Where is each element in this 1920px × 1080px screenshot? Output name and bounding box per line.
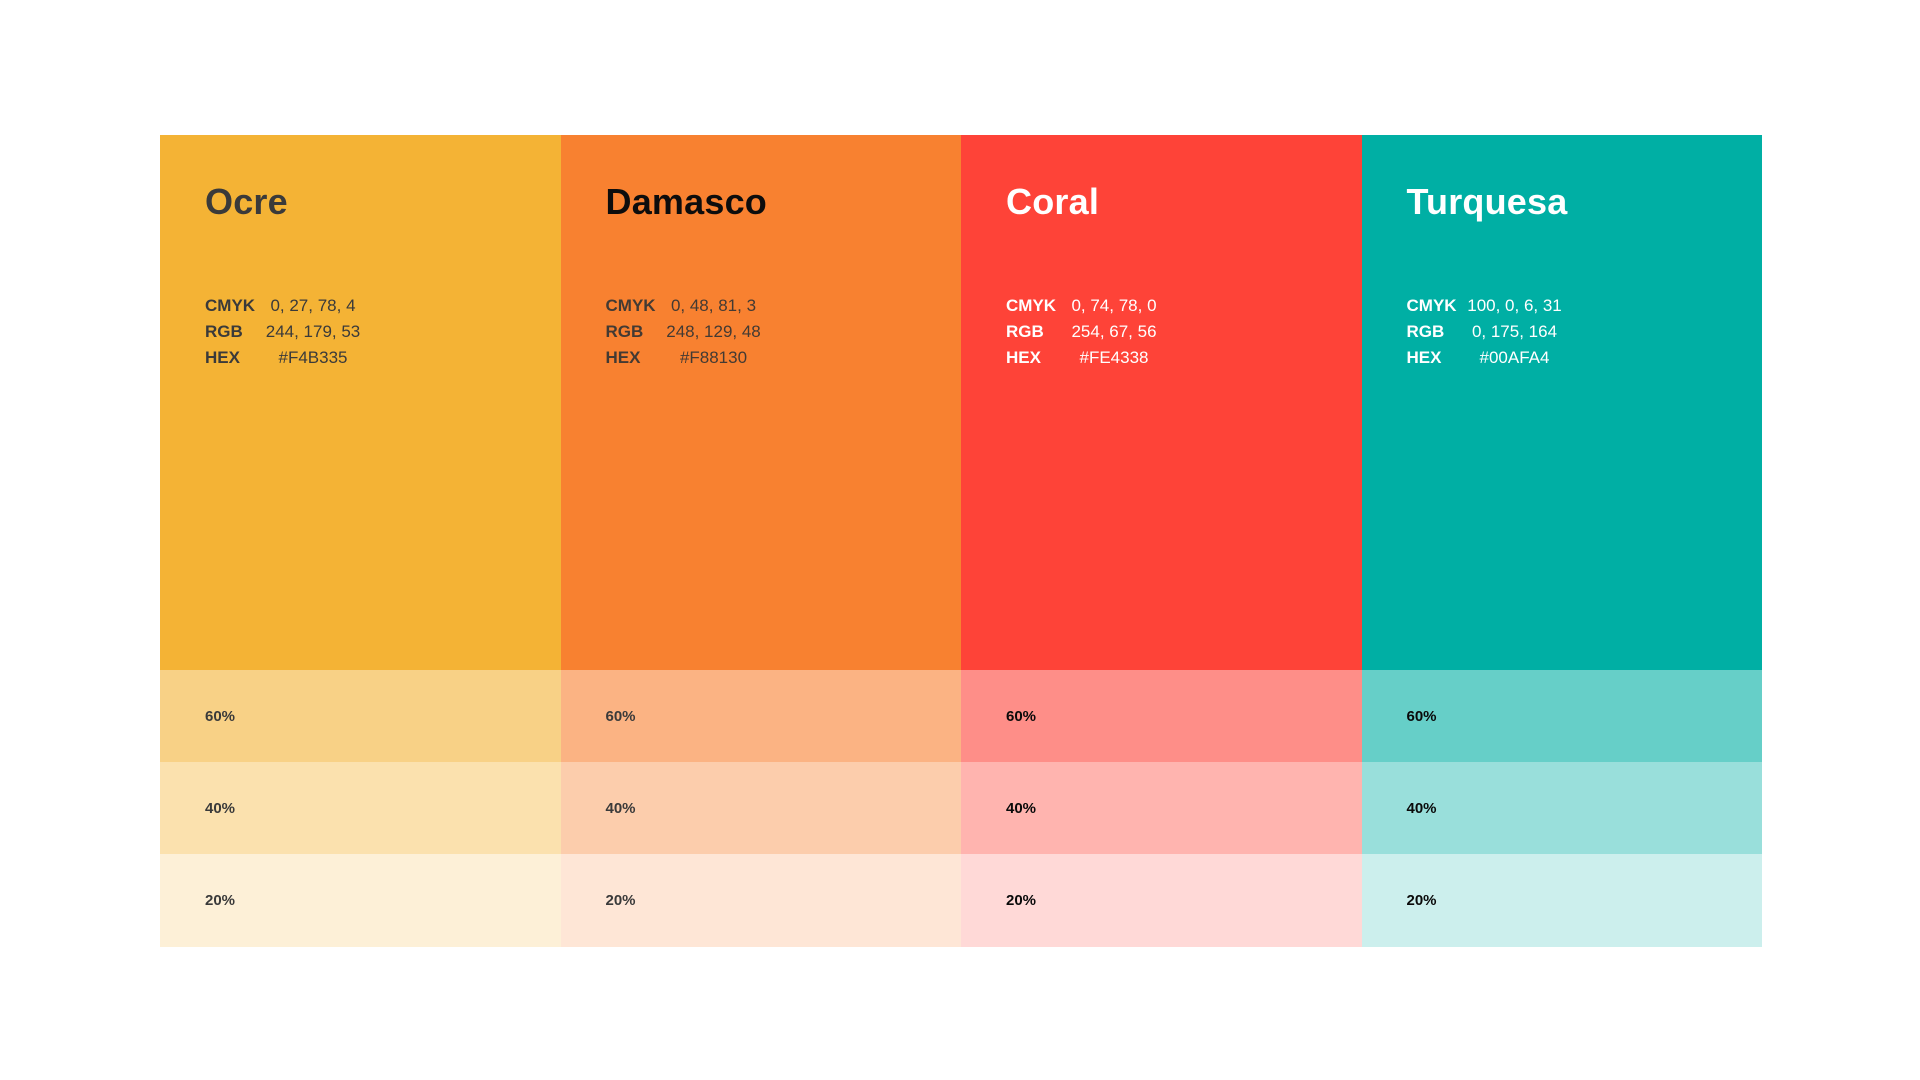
tint-row-20: 20% [160,854,561,947]
rgb-label: RGB [205,322,243,341]
hex-label: HEX [1006,348,1041,367]
tint-label: 20% [605,892,636,909]
cmyk-value: 0, 48, 81, 3 [670,296,757,315]
hex-row: HEX #00AFA4 [1407,345,1735,371]
tint-row-60: 60% [1361,670,1762,762]
cmyk-label: CMYK [205,296,256,315]
cmyk-label: CMYK [1406,296,1457,315]
rgb-label: RGB [605,322,644,341]
color-specs: CMYK 100, 0, 6, 31 RGB 0, 175, 164 HEX #… [1407,293,1735,371]
tint-label: 60% [1406,707,1437,725]
tint-row-20: 20% [560,854,961,947]
rgb-label: RGB [1006,322,1044,341]
hex-value: #F4B335 [278,348,348,367]
color-column-coral: Coral CMYK 0, 74, 78, 0 RGB 254, 67, 56 … [961,135,1362,947]
tint-row-40: 40% [961,762,1362,854]
tint-label: 40% [1406,799,1437,817]
tint-row-60: 60% [160,670,561,762]
hex-value: #F88130 [679,348,748,367]
color-name: Damasco [605,181,767,222]
tint-label: 20% [1006,892,1037,909]
tint-row-40: 40% [560,762,961,854]
hex-row: HEX #F4B335 [205,345,533,371]
rgb-label: RGB [1406,322,1445,341]
color-column-turquesa: Turquesa CMYK 100, 0, 6, 31 RGB 0, 175, … [1361,135,1762,947]
color-swatch-coral: Coral CMYK 0, 74, 78, 0 RGB 254, 67, 56 … [961,135,1362,670]
tint-label: 60% [205,707,236,725]
color-name: Ocre [205,181,288,222]
rgb-row: RGB 254, 67, 56 [1006,319,1334,345]
cmyk-row: CMYK 100, 0, 6, 31 [1407,293,1735,319]
color-swatch-turquesa: Turquesa CMYK 100, 0, 6, 31 RGB 0, 175, … [1361,135,1762,670]
cmyk-label: CMYK [1006,296,1057,315]
hex-row: HEX #FE4338 [1006,345,1334,371]
tint-label: 20% [205,892,236,909]
color-specs: CMYK 0, 74, 78, 0 RGB 254, 67, 56 HEX #F… [1006,293,1334,371]
cmyk-row: CMYK 0, 74, 78, 0 [1006,293,1334,319]
rgb-value: 248, 129, 48 [666,322,761,341]
color-column-ocre: Ocre CMYK 0, 27, 78, 4 RGB 244, 179, 53 … [160,135,561,947]
rgb-row: RGB 248, 129, 48 [606,319,934,345]
rgb-row: RGB 244, 179, 53 [205,319,533,345]
color-column-damasco: Damasco CMYK 0, 48, 81, 3 RGB 248, 129, … [560,135,961,947]
cmyk-value: 100, 0, 6, 31 [1467,296,1562,315]
color-palette: Ocre CMYK 0, 27, 78, 4 RGB 244, 179, 53 … [160,135,1762,947]
hex-label: HEX [1406,348,1442,367]
cmyk-value: 0, 27, 78, 4 [270,296,356,315]
tint-label: 20% [1406,892,1437,909]
tint-row-60: 60% [961,670,1362,762]
tint-label: 60% [605,707,636,725]
tint-row-40: 40% [1361,762,1762,854]
tint-label: 40% [605,799,636,817]
hex-label: HEX [605,348,641,367]
rgb-value: 254, 67, 56 [1071,322,1157,341]
rgb-value: 244, 179, 53 [265,322,361,341]
tint-label: 40% [205,799,236,817]
cmyk-row: CMYK 0, 27, 78, 4 [205,293,533,319]
rgb-row: RGB 0, 175, 164 [1407,319,1735,345]
tint-label: 60% [1006,707,1037,725]
color-name: Coral [1006,181,1100,222]
hex-value: #FE4338 [1079,348,1149,367]
cmyk-value: 0, 74, 78, 0 [1071,296,1157,315]
hex-value: #00AFA4 [1479,348,1550,367]
tint-row-20: 20% [1361,854,1762,947]
color-swatch-ocre: Ocre CMYK 0, 27, 78, 4 RGB 244, 179, 53 … [160,135,561,670]
color-swatch-damasco: Damasco CMYK 0, 48, 81, 3 RGB 248, 129, … [560,135,961,670]
color-name: Turquesa [1406,181,1568,222]
color-specs: CMYK 0, 27, 78, 4 RGB 244, 179, 53 HEX #… [205,293,533,371]
tint-row-40: 40% [160,762,561,854]
rgb-value: 0, 175, 164 [1471,322,1558,341]
cmyk-row: CMYK 0, 48, 81, 3 [606,293,934,319]
hex-label: HEX [205,348,240,367]
color-specs: CMYK 0, 48, 81, 3 RGB 248, 129, 48 HEX #… [606,293,934,371]
tint-row-60: 60% [560,670,961,762]
cmyk-label: CMYK [605,296,656,315]
tint-label: 40% [1006,799,1037,817]
tint-row-20: 20% [961,854,1362,947]
hex-row: HEX #F88130 [606,345,934,371]
